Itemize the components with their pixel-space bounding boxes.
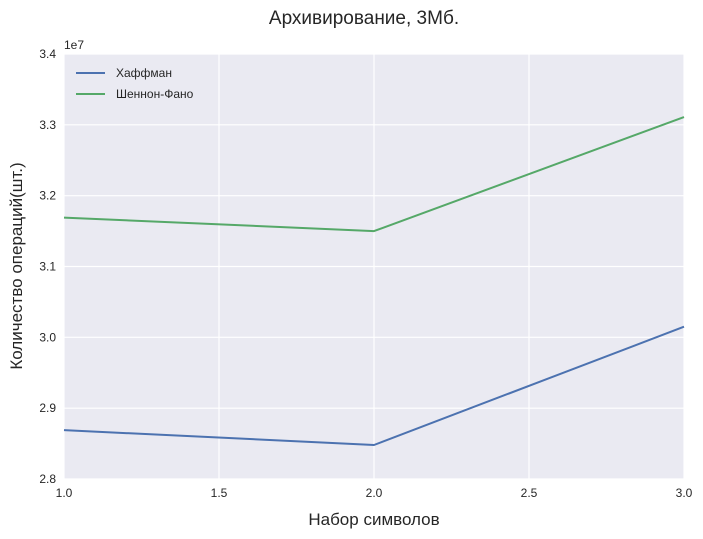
x-tick-label: 3.0 bbox=[676, 486, 693, 500]
x-tick-label: 1.0 bbox=[56, 486, 73, 500]
y-tick-label: 2.9 bbox=[39, 401, 56, 415]
y-tick-label: 2.8 bbox=[39, 472, 56, 486]
series-line-1 bbox=[63, 116, 685, 233]
legend-label-0: Хаффман bbox=[116, 66, 172, 80]
y-tick-label: 3.2 bbox=[39, 189, 56, 203]
y-axis-label: Количество операций(шт.) bbox=[7, 162, 26, 369]
x-tick-label: 1.5 bbox=[211, 486, 228, 500]
series-group bbox=[63, 116, 685, 446]
legend: Хаффман Шеннон-Фано bbox=[76, 66, 194, 101]
x-tick-label: 2.5 bbox=[521, 486, 538, 500]
x-tick-label: 2.0 bbox=[366, 486, 383, 500]
series-line-0 bbox=[63, 325, 685, 446]
legend-label-1: Шеннон-Фано bbox=[116, 87, 194, 101]
y-tick-label: 3.3 bbox=[39, 118, 56, 132]
chart-title: Архивирование, 3Мб. bbox=[269, 8, 459, 29]
y-offset-label: 1e7 bbox=[64, 38, 84, 52]
y-tick-label: 3.1 bbox=[39, 260, 56, 274]
x-axis: 1.0 1.5 2.0 2.5 3.0 bbox=[56, 486, 693, 500]
y-axis: 2.8 2.9 3.0 3.1 3.2 3.3 3.4 bbox=[39, 47, 56, 486]
grid bbox=[63, 53, 685, 480]
y-tick-label: 3.0 bbox=[39, 330, 56, 344]
x-axis-label: Набор символов bbox=[308, 510, 439, 529]
y-tick-label: 3.4 bbox=[39, 47, 56, 61]
